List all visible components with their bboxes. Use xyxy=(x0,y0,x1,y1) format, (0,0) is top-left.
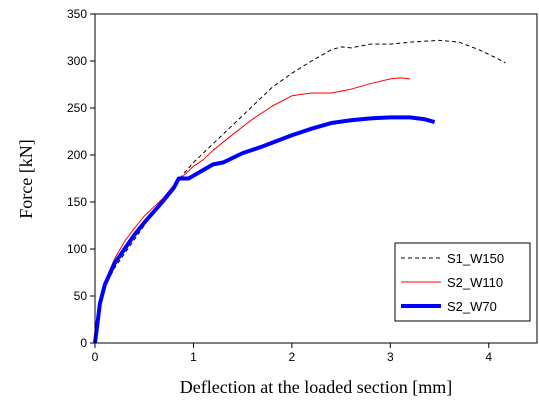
y-tick-label: 100 xyxy=(67,242,87,256)
x-tick-label: 4 xyxy=(485,350,492,364)
data-line xyxy=(94,39,506,344)
y-tick-label: 0 xyxy=(80,336,87,350)
y-tick-label: 250 xyxy=(67,101,87,115)
x-tick-label: 1 xyxy=(190,350,197,364)
x-tick-label: 2 xyxy=(289,350,296,364)
x-tick-label: 0 xyxy=(92,350,99,364)
data-line xyxy=(93,115,436,344)
y-axis-title: Force [kN] xyxy=(16,139,36,218)
plot-frame xyxy=(94,13,538,344)
x-tick-label: 3 xyxy=(387,350,394,364)
legend: S1_W150 S2_W110 S2_W70 xyxy=(394,242,531,322)
y-tick-label: 150 xyxy=(67,195,87,209)
legend-label: S2_W110 xyxy=(447,275,503,290)
y-tick-label: 350 xyxy=(67,7,87,21)
y-tick-label: 200 xyxy=(67,148,87,162)
y-tick-label: 300 xyxy=(67,54,87,68)
legend-label: S1_W150 xyxy=(447,251,504,266)
legend-label: S2_W70 xyxy=(447,299,497,314)
x-axis-title: Deflection at the loaded section [mm] xyxy=(180,377,452,397)
y-tick-label: 50 xyxy=(74,289,88,303)
data-line xyxy=(94,77,411,344)
